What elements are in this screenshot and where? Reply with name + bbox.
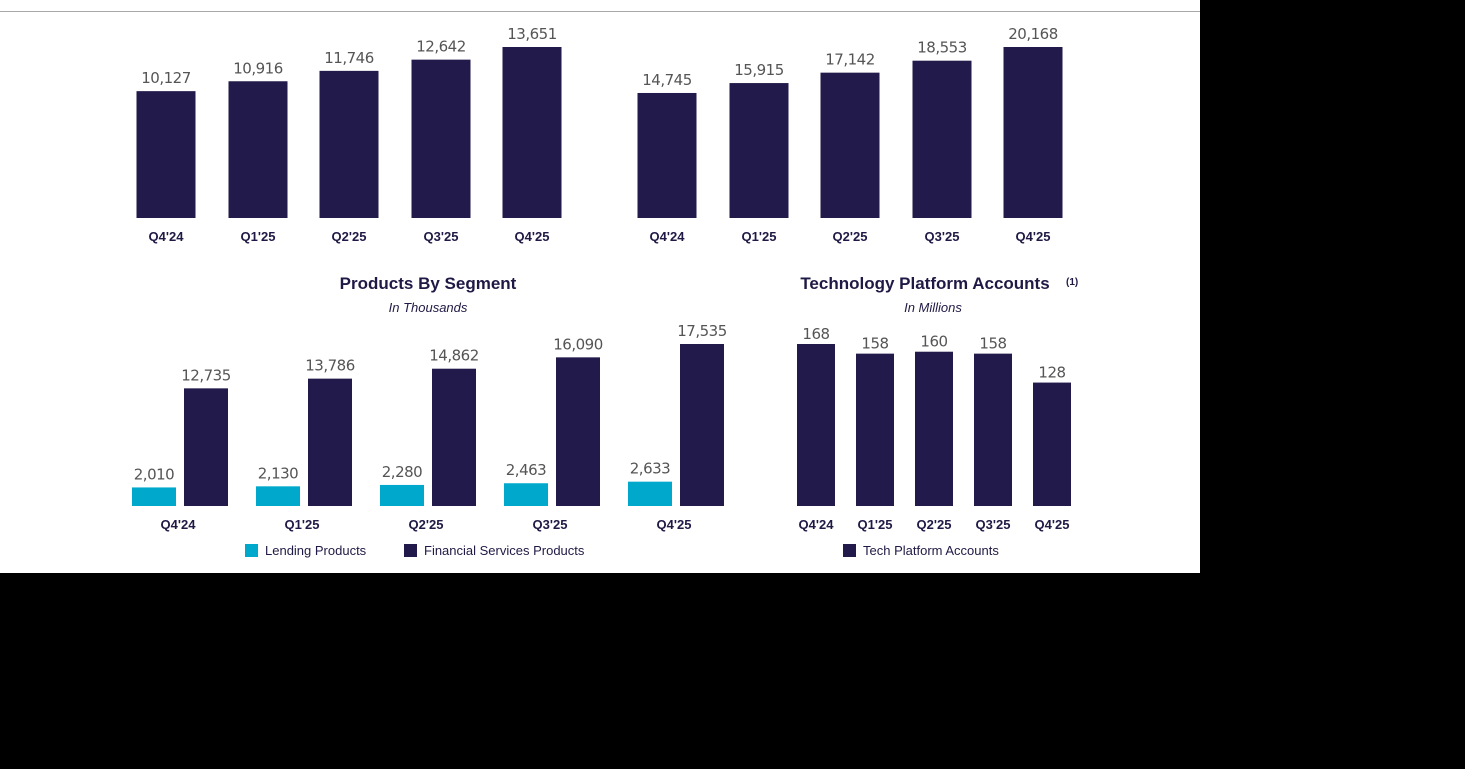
chart3-category-label-1: Q1'25 (285, 517, 320, 532)
chart1-category-label-3: Q3'25 (424, 229, 459, 244)
chart3-value-label-financial-4: 17,535 (677, 322, 727, 340)
chart4-title: Technology Platform Accounts (800, 274, 1049, 293)
chart4-value-label-3: 158 (979, 335, 1006, 353)
legend-label-financial: Financial Services Products (424, 543, 585, 558)
chart4-subtitle: In Millions (904, 300, 962, 315)
chart3-bar-financial-3 (556, 357, 600, 506)
chart4-value-label-2: 160 (920, 333, 947, 351)
legend-label-lending: Lending Products (265, 543, 367, 558)
chart4-category-label-3: Q3'25 (976, 517, 1011, 532)
chart3-bar-lending-4 (628, 481, 672, 506)
chart1-bar-0 (136, 91, 196, 218)
chart2-value-label-3: 18,553 (917, 39, 967, 57)
chart2-bar-2 (820, 72, 880, 218)
chart3-value-label-financial-0: 12,735 (181, 366, 231, 384)
chart3-value-label-lending-1: 2,130 (258, 464, 298, 482)
chart4-value-label-0: 168 (802, 325, 829, 343)
chart1-value-label-3: 12,642 (416, 38, 466, 56)
chart4-bar-2 (915, 351, 953, 506)
legend-swatch-lending (245, 544, 258, 557)
chart3-value-label-lending-4: 2,633 (630, 460, 670, 478)
chart2-value-label-2: 17,142 (825, 51, 875, 69)
chart1-value-label-2: 11,746 (324, 49, 374, 67)
chart4-category-label-2: Q2'25 (917, 517, 952, 532)
chart3-bar-financial-2 (432, 368, 476, 506)
chart1-category-label-1: Q1'25 (241, 229, 276, 244)
chart3-value-label-lending-0: 2,010 (134, 465, 174, 483)
chart3-category-label-2: Q2'25 (409, 517, 444, 532)
chart3-bar-lending-2 (380, 484, 424, 506)
legend-swatch-tech (843, 544, 856, 557)
chart3-bar-financial-4 (680, 344, 724, 506)
legend-label-tech: Tech Platform Accounts (863, 543, 999, 558)
chart4-value-label-1: 158 (861, 335, 888, 353)
chart3-value-label-financial-3: 16,090 (553, 335, 603, 353)
chart4-category-label-0: Q4'24 (799, 517, 835, 532)
chart3-value-label-financial-1: 13,786 (305, 357, 355, 375)
chart3-bar-lending-1 (256, 486, 300, 506)
chart4-bar-1 (856, 353, 894, 506)
chart2-category-label-1: Q1'25 (742, 229, 777, 244)
chart1-bar-3 (411, 59, 471, 218)
chart2-category-label-4: Q4'25 (1016, 229, 1051, 244)
chart3-value-label-lending-3: 2,463 (506, 461, 546, 479)
chart4-category-label-1: Q1'25 (858, 517, 893, 532)
chart2-bar-4 (1003, 47, 1063, 218)
chart1-value-label-0: 10,127 (141, 69, 191, 87)
chart2-bar-0 (637, 92, 697, 218)
chart2-category-label-0: Q4'24 (650, 229, 686, 244)
chart3-category-label-4: Q4'25 (657, 517, 692, 532)
chart1-bar-4 (502, 47, 562, 218)
chart4-footnote: (1) (1066, 277, 1078, 288)
chart2-category-label-2: Q2'25 (833, 229, 868, 244)
legend-swatch-financial (404, 544, 417, 557)
chart3-subtitle: In Thousands (389, 300, 468, 315)
chart2-bar-3 (912, 60, 972, 219)
chart2-category-label-3: Q3'25 (925, 229, 960, 244)
chart1-bar-2 (319, 70, 379, 218)
divider-line (0, 11, 1200, 12)
chart3-title: Products By Segment (340, 274, 517, 293)
chart3-category-label-0: Q4'24 (161, 517, 197, 532)
chart4-bar-0 (797, 344, 835, 506)
chart3-bar-financial-1 (308, 378, 352, 506)
chart4-value-label-4: 128 (1038, 364, 1065, 382)
chart2-value-label-1: 15,915 (734, 61, 784, 79)
chart1-category-label-4: Q4'25 (515, 229, 550, 244)
charts-svg: Products By Segment In Thousands Technol… (132, 25, 1078, 558)
chart1-value-label-1: 10,916 (233, 59, 283, 77)
chart2-bar-1 (729, 83, 789, 218)
chart1-value-label-4: 13,651 (507, 25, 557, 43)
chart3-value-label-lending-2: 2,280 (382, 463, 422, 481)
chart3-bar-lending-3 (504, 483, 548, 506)
chart1-category-label-2: Q2'25 (332, 229, 367, 244)
chart2-value-label-0: 14,745 (642, 71, 692, 89)
chart1-category-label-0: Q4'24 (149, 229, 185, 244)
chart1-bar-1 (228, 81, 288, 218)
chart4-bar-4 (1033, 382, 1071, 506)
chart4-bar-3 (974, 353, 1012, 506)
chart3-value-label-financial-2: 14,862 (429, 347, 479, 365)
chart3-bar-financial-0 (184, 388, 228, 506)
chart3-category-label-3: Q3'25 (533, 517, 568, 532)
chart4-category-label-4: Q4'25 (1035, 517, 1070, 532)
chart2-value-label-4: 20,168 (1008, 25, 1058, 43)
chart3-bar-lending-0 (132, 487, 176, 506)
